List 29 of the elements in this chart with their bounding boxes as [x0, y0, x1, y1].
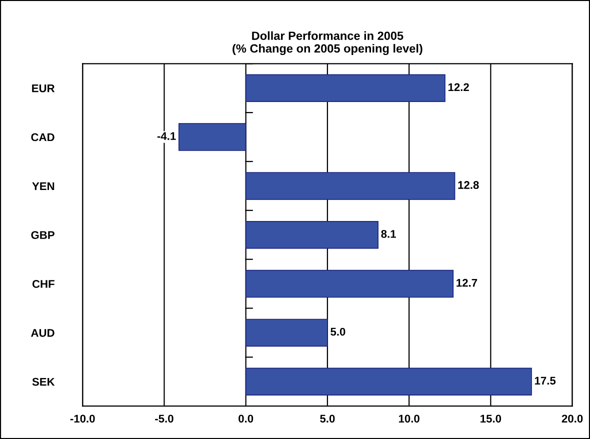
- bar: [245, 270, 454, 298]
- x-tick-label: 10.0: [398, 414, 420, 423]
- bar: [245, 74, 446, 102]
- y-tick-label: GBP: [31, 231, 54, 239]
- data-label: 12.7: [456, 278, 478, 287]
- x-tick-label: 20.0: [562, 414, 583, 423]
- y-tick-label: CHF: [32, 280, 54, 288]
- bar: [245, 368, 532, 396]
- data-label: 8.1: [381, 230, 396, 238]
- y-tick-label: CAD: [31, 133, 54, 142]
- x-tick-label: 15.0: [480, 414, 502, 423]
- y-tick-label: SEK: [32, 378, 55, 386]
- chart-title: Dollar Performance in 2005 (% Change on 2005 opening level): [232, 31, 422, 56]
- y-tick-label: YEN: [32, 182, 54, 190]
- data-label: 12.8: [458, 181, 479, 189]
- data-label: 12.2: [448, 83, 469, 91]
- bar: [245, 220, 378, 249]
- data-label: 5.0: [330, 328, 346, 336]
- bar: [178, 123, 246, 151]
- x-tick-label: -10.0: [70, 414, 95, 423]
- x-tick-label: -5.0: [155, 414, 174, 423]
- y-tick-label: EUR: [32, 84, 55, 92]
- x-tick-label: 0.0: [238, 414, 254, 423]
- data-label: -4.1: [157, 132, 176, 140]
- x-tick-label: 5.0: [320, 414, 335, 423]
- data-label: 17.5: [534, 376, 556, 385]
- bar: [245, 172, 456, 200]
- bar: [245, 318, 328, 347]
- y-tick-label: AUD: [31, 329, 54, 337]
